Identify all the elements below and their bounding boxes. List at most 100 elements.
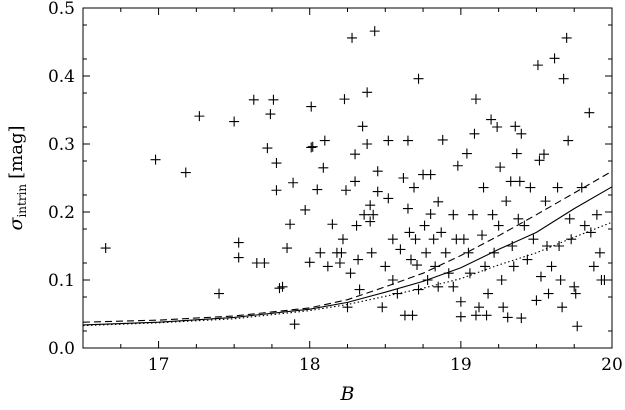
y-tick-label: 0.5 [48, 0, 75, 19]
data-point [369, 26, 380, 37]
data-point [404, 227, 415, 238]
data-point [588, 261, 599, 272]
data-point [354, 284, 365, 295]
data-point [410, 234, 421, 245]
data-point [402, 135, 413, 146]
data-point [395, 244, 406, 255]
data-point [470, 94, 481, 105]
data-point [362, 139, 373, 149]
data-point [421, 247, 432, 258]
data-point [425, 169, 436, 180]
data-point [402, 203, 413, 214]
data-point [383, 135, 394, 146]
data-point [419, 220, 430, 231]
data-point [342, 302, 353, 313]
data-point [372, 166, 383, 177]
data-point [477, 230, 488, 241]
data-point [480, 261, 491, 272]
data-point [318, 162, 329, 173]
data-point [229, 116, 240, 127]
data-point [277, 281, 288, 292]
data-point [383, 193, 394, 204]
data-point [464, 268, 475, 279]
data-point [594, 247, 605, 258]
data-point [372, 186, 383, 197]
data-point [422, 275, 433, 285]
data-point [543, 288, 554, 299]
data-point [508, 261, 519, 272]
data-point [407, 310, 418, 321]
data-point [585, 227, 596, 238]
data-point [579, 220, 590, 231]
x-axis-label: B [340, 383, 355, 405]
y-axis-symbol: σ [5, 217, 27, 231]
data-point [248, 94, 259, 105]
data-point [458, 234, 469, 245]
data-point [180, 167, 191, 178]
data-point [569, 281, 580, 292]
data-point [387, 275, 398, 285]
data-point [362, 87, 373, 98]
data-point [563, 135, 574, 146]
axis-ticks [82, 7, 613, 349]
data-point [428, 234, 439, 245]
data-point [502, 312, 513, 323]
data-point [233, 237, 244, 248]
data-point [337, 234, 348, 245]
data-point [413, 73, 424, 84]
data-point [496, 275, 507, 285]
data-point [584, 107, 595, 118]
data-point [542, 241, 553, 251]
data-point [289, 319, 300, 330]
data-point [531, 295, 542, 306]
data-point [492, 122, 503, 132]
data-point [345, 268, 356, 279]
data-point [487, 209, 498, 220]
data-point [522, 254, 533, 265]
y-tick-label: 0.3 [48, 135, 75, 155]
plot-frame [82, 7, 613, 349]
data-point [262, 143, 273, 154]
x-tick-label: 19 [450, 355, 472, 375]
data-point [430, 261, 441, 272]
data-point [412, 260, 423, 271]
data-point [469, 128, 480, 139]
data-point [448, 281, 459, 292]
data-point [528, 234, 539, 245]
data-point [271, 185, 282, 196]
data-point [448, 209, 459, 220]
y-tick-label: 0.4 [48, 67, 75, 87]
data-point [366, 247, 377, 258]
data-point [380, 261, 391, 272]
data-point [467, 209, 478, 220]
data-point [511, 148, 522, 159]
data-point [572, 321, 583, 332]
data-point [436, 227, 447, 238]
data-point [519, 220, 530, 231]
data-point [347, 32, 358, 43]
curve-solid [82, 186, 613, 326]
data-point [322, 261, 333, 272]
tick-labels: 17 18 19 20 0.0 0.1 0.2 0.3 0.4 0.5 [48, 0, 623, 375]
data-point [483, 288, 494, 299]
data-point [501, 196, 512, 207]
data-point [312, 184, 323, 195]
data-point [473, 302, 484, 313]
x-tick-label: 20 [601, 355, 623, 375]
data-point [554, 241, 565, 251]
data-point [538, 149, 549, 160]
data-point [307, 141, 318, 152]
data-point [398, 173, 409, 183]
data-point [304, 257, 315, 268]
data-point [558, 73, 569, 84]
data-point [334, 258, 345, 268]
data-point [377, 302, 388, 313]
data-point [549, 53, 560, 64]
data-point [546, 261, 557, 272]
data-point [194, 111, 205, 122]
model-curves [82, 170, 613, 327]
data-point [233, 252, 244, 263]
data-point [561, 32, 572, 43]
data-point [525, 182, 536, 193]
